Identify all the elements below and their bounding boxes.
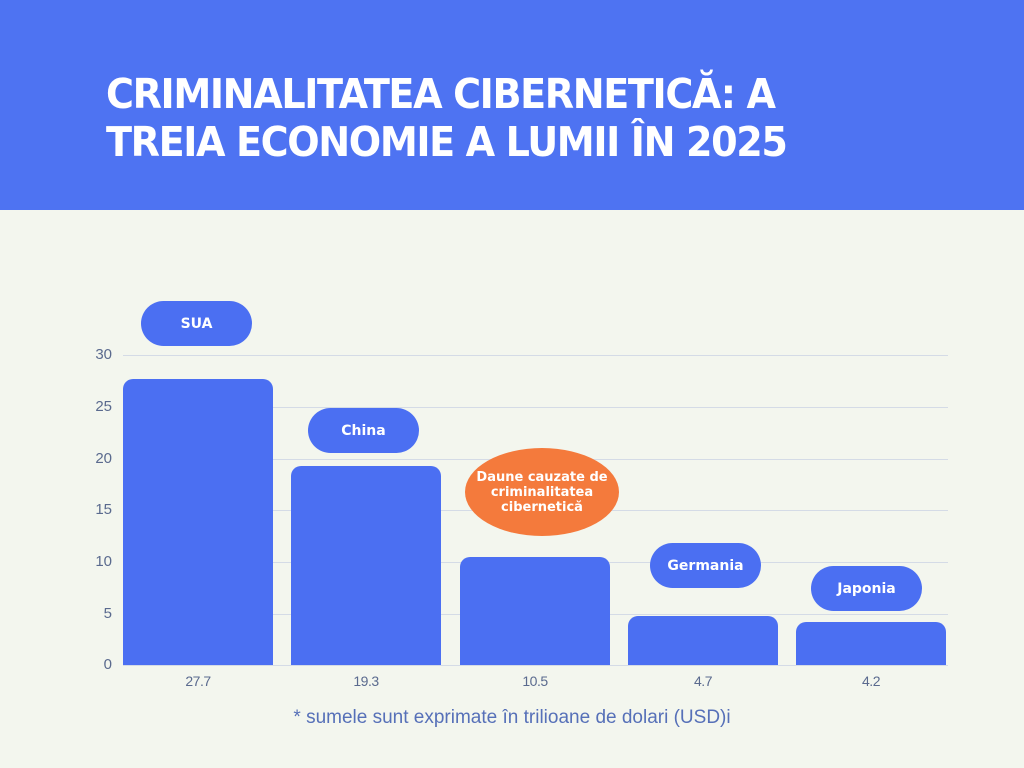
footnote: * sumele sunt exprimate în trilioane de … (293, 707, 731, 728)
label-sua: SUA (141, 301, 252, 346)
gridline-30 (123, 355, 948, 356)
y-tick-label: 25 (95, 398, 112, 415)
label-germania: Germania (650, 543, 761, 588)
y-tick-label: 10 (95, 553, 112, 570)
y-tick-label: 20 (95, 450, 112, 467)
value-label-germania: 4.7 (694, 673, 712, 689)
bar-germania (628, 616, 778, 665)
value-label-cybercrime: 10.5 (522, 673, 548, 689)
bar-sua (123, 379, 273, 665)
value-label-japonia: 4.2 (862, 673, 880, 689)
value-label-china: 19.3 (353, 673, 379, 689)
bar-cybercrime (460, 557, 610, 665)
y-tick-label: 15 (95, 501, 112, 518)
bar-chart: 30 25 20 15 10 5 0 SUA China Daune cauza… (0, 210, 1024, 768)
label-china: China (308, 408, 419, 453)
y-tick-label: 5 (103, 605, 112, 622)
header-banner: CRIMINALITATEA CIBERNETICĂ: A TREIA ECON… (0, 0, 1024, 210)
y-tick-label: 0 (103, 656, 112, 673)
label-japonia: Japonia (811, 566, 922, 611)
gridline-0 (123, 665, 948, 666)
y-tick-label: 30 (95, 346, 112, 363)
bar-japonia (796, 622, 946, 665)
value-label-sua: 27.7 (185, 673, 211, 689)
page-title: CRIMINALITATEA CIBERNETICĂ: A TREIA ECON… (106, 70, 788, 166)
bar-china (291, 466, 441, 665)
label-cybercrime: Daune cauzate de criminalitatea cibernet… (465, 448, 619, 536)
gridline-25 (123, 407, 948, 408)
